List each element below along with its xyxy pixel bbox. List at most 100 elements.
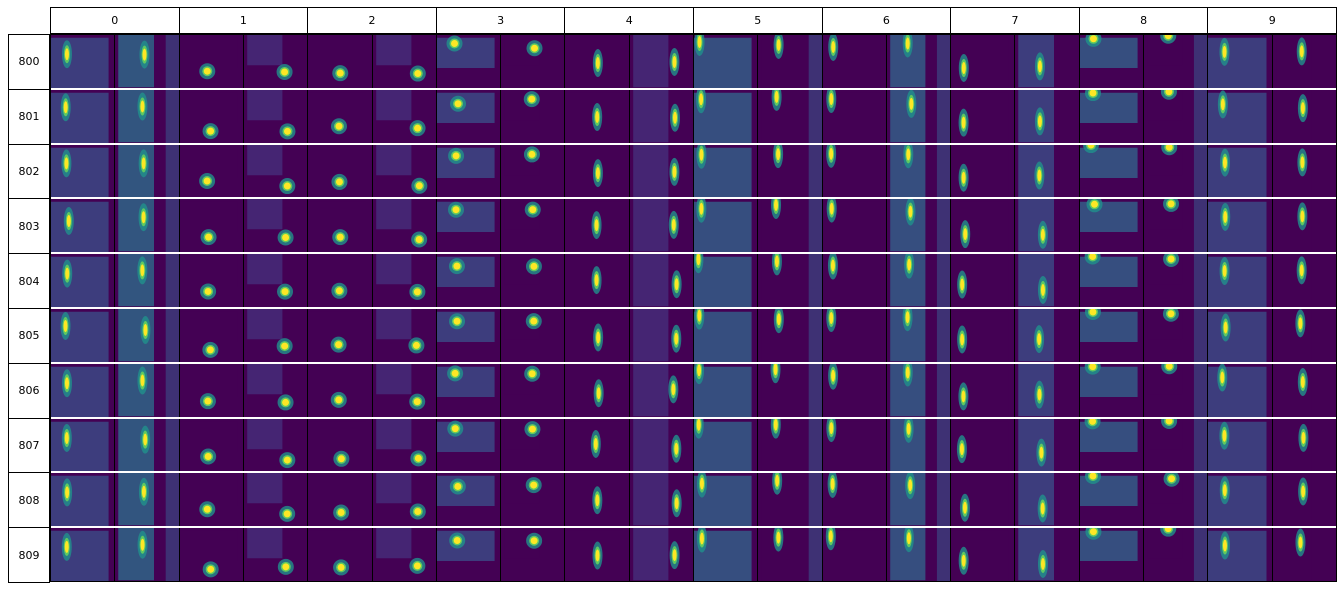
image-panel-r804-c7-left	[950, 253, 1014, 308]
image-panel-r804-c1-left	[179, 253, 243, 308]
image-panel-r802-c6-right	[886, 144, 950, 199]
row-label-809: 809	[8, 527, 50, 583]
image-panel-r800-c9-right	[1272, 34, 1336, 89]
image-panel-r807-c4-left	[564, 418, 629, 473]
image-panel-r802-c1-left	[179, 144, 243, 199]
image-panel-r801-c5-left	[693, 89, 757, 144]
image-panel-r804-c9-right	[1272, 253, 1336, 308]
image-panel-r801-c3-right	[500, 89, 564, 144]
image-panel-r808-c7-left	[950, 472, 1014, 527]
image-panel-r809-c3-right	[500, 527, 564, 582]
column-header-1: 1	[178, 7, 309, 34]
row-separator	[50, 471, 1336, 474]
row-label-804: 804	[8, 253, 50, 309]
image-panel-r807-c0-right	[114, 418, 179, 473]
image-panel-r806-c4-right	[629, 363, 693, 418]
image-panel-r805-c2-right	[372, 308, 436, 363]
image-panel-r808-c8-left	[1079, 472, 1143, 527]
image-panel-r801-c3-left	[436, 89, 500, 144]
image-panel-r803-c6-right	[886, 198, 950, 253]
image-panel-r805-c3-left	[436, 308, 500, 363]
image-panel-r803-c2-right	[372, 198, 436, 253]
image-panel-r808-c9-left	[1207, 472, 1272, 527]
image-panel-r806-c1-right	[243, 363, 307, 418]
image-panel-r808-c6-left	[822, 472, 886, 527]
image-panel-r806-c7-left	[950, 363, 1014, 418]
image-panel-r809-c3-left	[436, 527, 500, 582]
row-separator	[50, 526, 1336, 529]
image-panel-r800-c5-right	[757, 34, 822, 89]
image-panel-r802-c1-right	[243, 144, 307, 199]
row-separator	[50, 87, 1336, 90]
image-panel-r803-c6-left	[822, 198, 886, 253]
image-panel-r805-c7-left	[950, 308, 1014, 363]
image-panel-r809-c0-right	[114, 527, 179, 582]
image-panel-r801-c4-right	[629, 89, 693, 144]
image-panel-r806-c9-right	[1272, 363, 1336, 418]
image-panel-r800-c7-right	[1014, 34, 1079, 89]
image-panel-r806-c9-left	[1207, 363, 1272, 418]
image-panel-r807-c4-right	[629, 418, 693, 473]
image-panel-r800-c3-left	[436, 34, 500, 89]
image-panel-r801-c7-left	[950, 89, 1014, 144]
image-panel-r800-c7-left	[950, 34, 1014, 89]
image-panel-r804-c8-left	[1079, 253, 1143, 308]
image-panel-r803-c7-right	[1014, 198, 1079, 253]
image-panel-r802-c7-left	[950, 144, 1014, 199]
row-separator	[50, 197, 1336, 200]
image-panel-r808-c4-right	[629, 472, 693, 527]
image-panel-r805-c2-left	[307, 308, 372, 363]
image-panel-r804-c0-left	[50, 253, 114, 308]
image-panel-r808-c4-left	[564, 472, 629, 527]
image-panel-r806-c6-right	[886, 363, 950, 418]
image-panel-r807-c3-left	[436, 418, 500, 473]
image-panel-r802-c3-left	[436, 144, 500, 199]
image-panel-r800-c2-right	[372, 34, 436, 89]
image-panel-r801-c5-right	[757, 89, 822, 144]
image-panel-r809-c6-left	[822, 527, 886, 582]
image-panel-r802-c5-right	[757, 144, 822, 199]
image-panel-r807-c5-right	[757, 418, 822, 473]
image-panel-r800-c1-left	[179, 34, 243, 89]
image-panel-r805-c6-left	[822, 308, 886, 363]
image-panel-r801-c1-left	[179, 89, 243, 144]
image-panel-r807-c5-left	[693, 418, 757, 473]
image-panel-r805-c1-left	[179, 308, 243, 363]
image-panel-r809-c8-right	[1143, 527, 1207, 582]
image-panel-r803-c5-left	[693, 198, 757, 253]
image-panel-r808-c5-left	[693, 472, 757, 527]
image-panel-r803-c1-left	[179, 198, 243, 253]
image-panel-r802-c7-right	[1014, 144, 1079, 199]
image-panel-r808-c0-right	[114, 472, 179, 527]
image-panel-r809-c1-right	[243, 527, 307, 582]
image-panel-r809-c9-left	[1207, 527, 1272, 582]
column-header-5: 5	[693, 7, 823, 34]
image-panel-r809-c8-left	[1079, 527, 1143, 582]
column-header-9: 9	[1207, 7, 1337, 34]
image-panel-r806-c3-left	[436, 363, 500, 418]
image-panel-r807-c6-left	[822, 418, 886, 473]
image-panel-r808-c7-right	[1014, 472, 1079, 527]
image-panel-r805-c3-right	[500, 308, 564, 363]
image-panel-r803-c8-left	[1079, 198, 1143, 253]
image-panel-r803-c9-right	[1272, 198, 1336, 253]
image-panel-r800-c0-left	[50, 34, 114, 89]
row-separator	[50, 361, 1336, 364]
image-panel-r803-c7-left	[950, 198, 1014, 253]
image-panel-r803-c0-right	[114, 198, 179, 253]
image-panel-r808-c9-right	[1272, 472, 1336, 527]
image-panel-r802-c2-right	[372, 144, 436, 199]
row-separator	[50, 307, 1336, 309]
image-panel-r802-c0-right	[114, 144, 179, 199]
image-panel-r806-c2-right	[372, 363, 436, 418]
image-panel-r809-c0-left	[50, 527, 114, 582]
image-panel-r805-c0-right	[114, 308, 179, 363]
image-panel-r804-c6-right	[886, 253, 950, 308]
image-panel-r807-c9-right	[1272, 418, 1336, 473]
image-panel-r801-c1-right	[243, 89, 307, 144]
image-panel-r809-c4-left	[564, 527, 629, 582]
image-panel-r801-c2-left	[307, 89, 372, 144]
image-panel-r804-c7-right	[1014, 253, 1079, 308]
column-header-3: 3	[435, 7, 566, 34]
image-panel-r802-c6-left	[822, 144, 886, 199]
